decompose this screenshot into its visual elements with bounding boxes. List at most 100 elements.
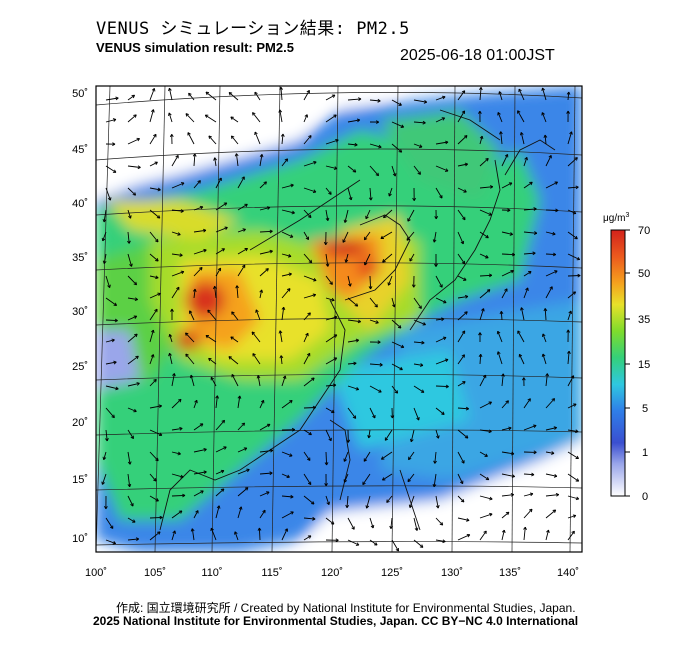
wind-vector-head xyxy=(114,320,118,323)
wind-vector xyxy=(479,209,492,216)
wind-vector-head xyxy=(115,388,119,391)
wind-vector-head xyxy=(567,329,570,333)
wind-vector xyxy=(457,451,465,464)
wind-vector xyxy=(127,231,130,244)
concentration-field xyxy=(96,86,582,552)
wind-vector-head xyxy=(109,526,114,529)
wind-vector xyxy=(457,187,467,193)
wind-vector xyxy=(281,158,288,167)
wind-vector-head xyxy=(174,530,177,534)
wind-vector xyxy=(215,267,221,277)
wind-vector-head xyxy=(291,511,294,515)
wind-vector xyxy=(501,231,513,235)
wind-vector-head xyxy=(367,435,370,439)
wind-vector-head xyxy=(290,400,293,404)
wind-vector xyxy=(303,90,310,101)
wind-vector-head xyxy=(570,310,573,314)
wind-vector-head xyxy=(526,157,528,161)
wind-vector xyxy=(237,176,245,189)
wind-vector-head xyxy=(200,267,203,271)
wind-vector-head xyxy=(416,417,420,421)
wind-vector xyxy=(523,271,532,277)
wind-vector xyxy=(457,311,468,321)
wind-vector xyxy=(127,253,133,267)
wind-vector-head xyxy=(417,172,421,175)
wind-vector xyxy=(545,509,556,519)
wind-vector xyxy=(433,231,437,243)
wind-vector xyxy=(193,510,199,519)
wind-vector-head xyxy=(460,241,464,245)
wind-vector xyxy=(347,517,355,530)
colorbar-ramp xyxy=(610,229,626,497)
wind-vector-head xyxy=(500,131,503,135)
wind-vector-head xyxy=(231,374,235,377)
wind-vector xyxy=(368,429,371,439)
wind-vector xyxy=(281,209,295,214)
colorbar-tick: 5 xyxy=(642,403,648,415)
wind-vector xyxy=(410,429,415,442)
wind-vector-head xyxy=(179,254,183,257)
wind-vector xyxy=(545,231,556,235)
wind-vector xyxy=(479,274,492,277)
wind-vector xyxy=(168,88,173,101)
wind-vector xyxy=(435,96,446,101)
wind-vector xyxy=(127,451,131,465)
wind-vector xyxy=(189,310,195,321)
wind-vector-head xyxy=(130,504,134,507)
wind-vector xyxy=(303,209,312,218)
wind-vector-head xyxy=(418,306,422,309)
timestamp: 2025-06-18 01:00JST xyxy=(400,47,555,64)
wind-vector xyxy=(281,253,292,257)
wind-vector-head xyxy=(480,354,483,358)
wind-vector-head xyxy=(245,204,248,208)
wind-vector-head xyxy=(379,364,383,367)
wind-vector xyxy=(254,131,261,145)
lat-label: 10˚ xyxy=(72,533,88,545)
wind-vector xyxy=(567,451,579,459)
wind-vector-head xyxy=(134,315,138,319)
wind-vector-head xyxy=(483,308,485,312)
wind-vector xyxy=(347,319,361,323)
wind-vector-head xyxy=(203,448,207,452)
wind-vector xyxy=(171,231,181,236)
wind-vector xyxy=(127,473,131,487)
wind-vector-head xyxy=(489,498,493,501)
wind-vector xyxy=(369,165,379,176)
wind-vector-head xyxy=(127,240,130,244)
wind-vector xyxy=(193,288,196,299)
wind-vector-head xyxy=(356,339,359,343)
wind-vector xyxy=(380,231,393,239)
wind-vector xyxy=(149,451,159,462)
wind-vector xyxy=(127,138,140,145)
wind-vector xyxy=(545,253,556,256)
lon-label: 105˚ xyxy=(144,567,166,579)
wind-vector-head xyxy=(552,233,556,236)
wind-vector-head xyxy=(261,154,264,158)
wind-vector-head xyxy=(252,112,256,115)
lat-label: 25˚ xyxy=(72,361,88,373)
wind-vector xyxy=(523,527,526,541)
wind-vector xyxy=(105,517,114,529)
wind-vector-head xyxy=(102,260,105,264)
wind-vector-head xyxy=(556,494,560,497)
wind-vector-head xyxy=(169,87,172,91)
wind-vector-head xyxy=(467,534,471,538)
wind-vector-head xyxy=(203,471,207,475)
wind-vector xyxy=(567,351,570,365)
wind-vector-head xyxy=(265,181,267,185)
wind-vector-head xyxy=(328,438,332,442)
wind-vector-head xyxy=(542,333,546,337)
wind-vector xyxy=(149,109,154,123)
wind-vector xyxy=(501,373,504,387)
wind-vector xyxy=(457,407,469,410)
wind-vector-head xyxy=(433,460,436,464)
wind-vector-head xyxy=(222,488,225,492)
wind-vector xyxy=(409,495,415,508)
wind-vector xyxy=(303,517,316,520)
wind-vector-head xyxy=(157,189,161,192)
wind-vector xyxy=(325,316,338,321)
wind-vector-head xyxy=(542,87,546,91)
wind-vector-head xyxy=(130,436,134,439)
wind-vector-head xyxy=(222,248,225,252)
wind-vector-head xyxy=(201,490,204,494)
